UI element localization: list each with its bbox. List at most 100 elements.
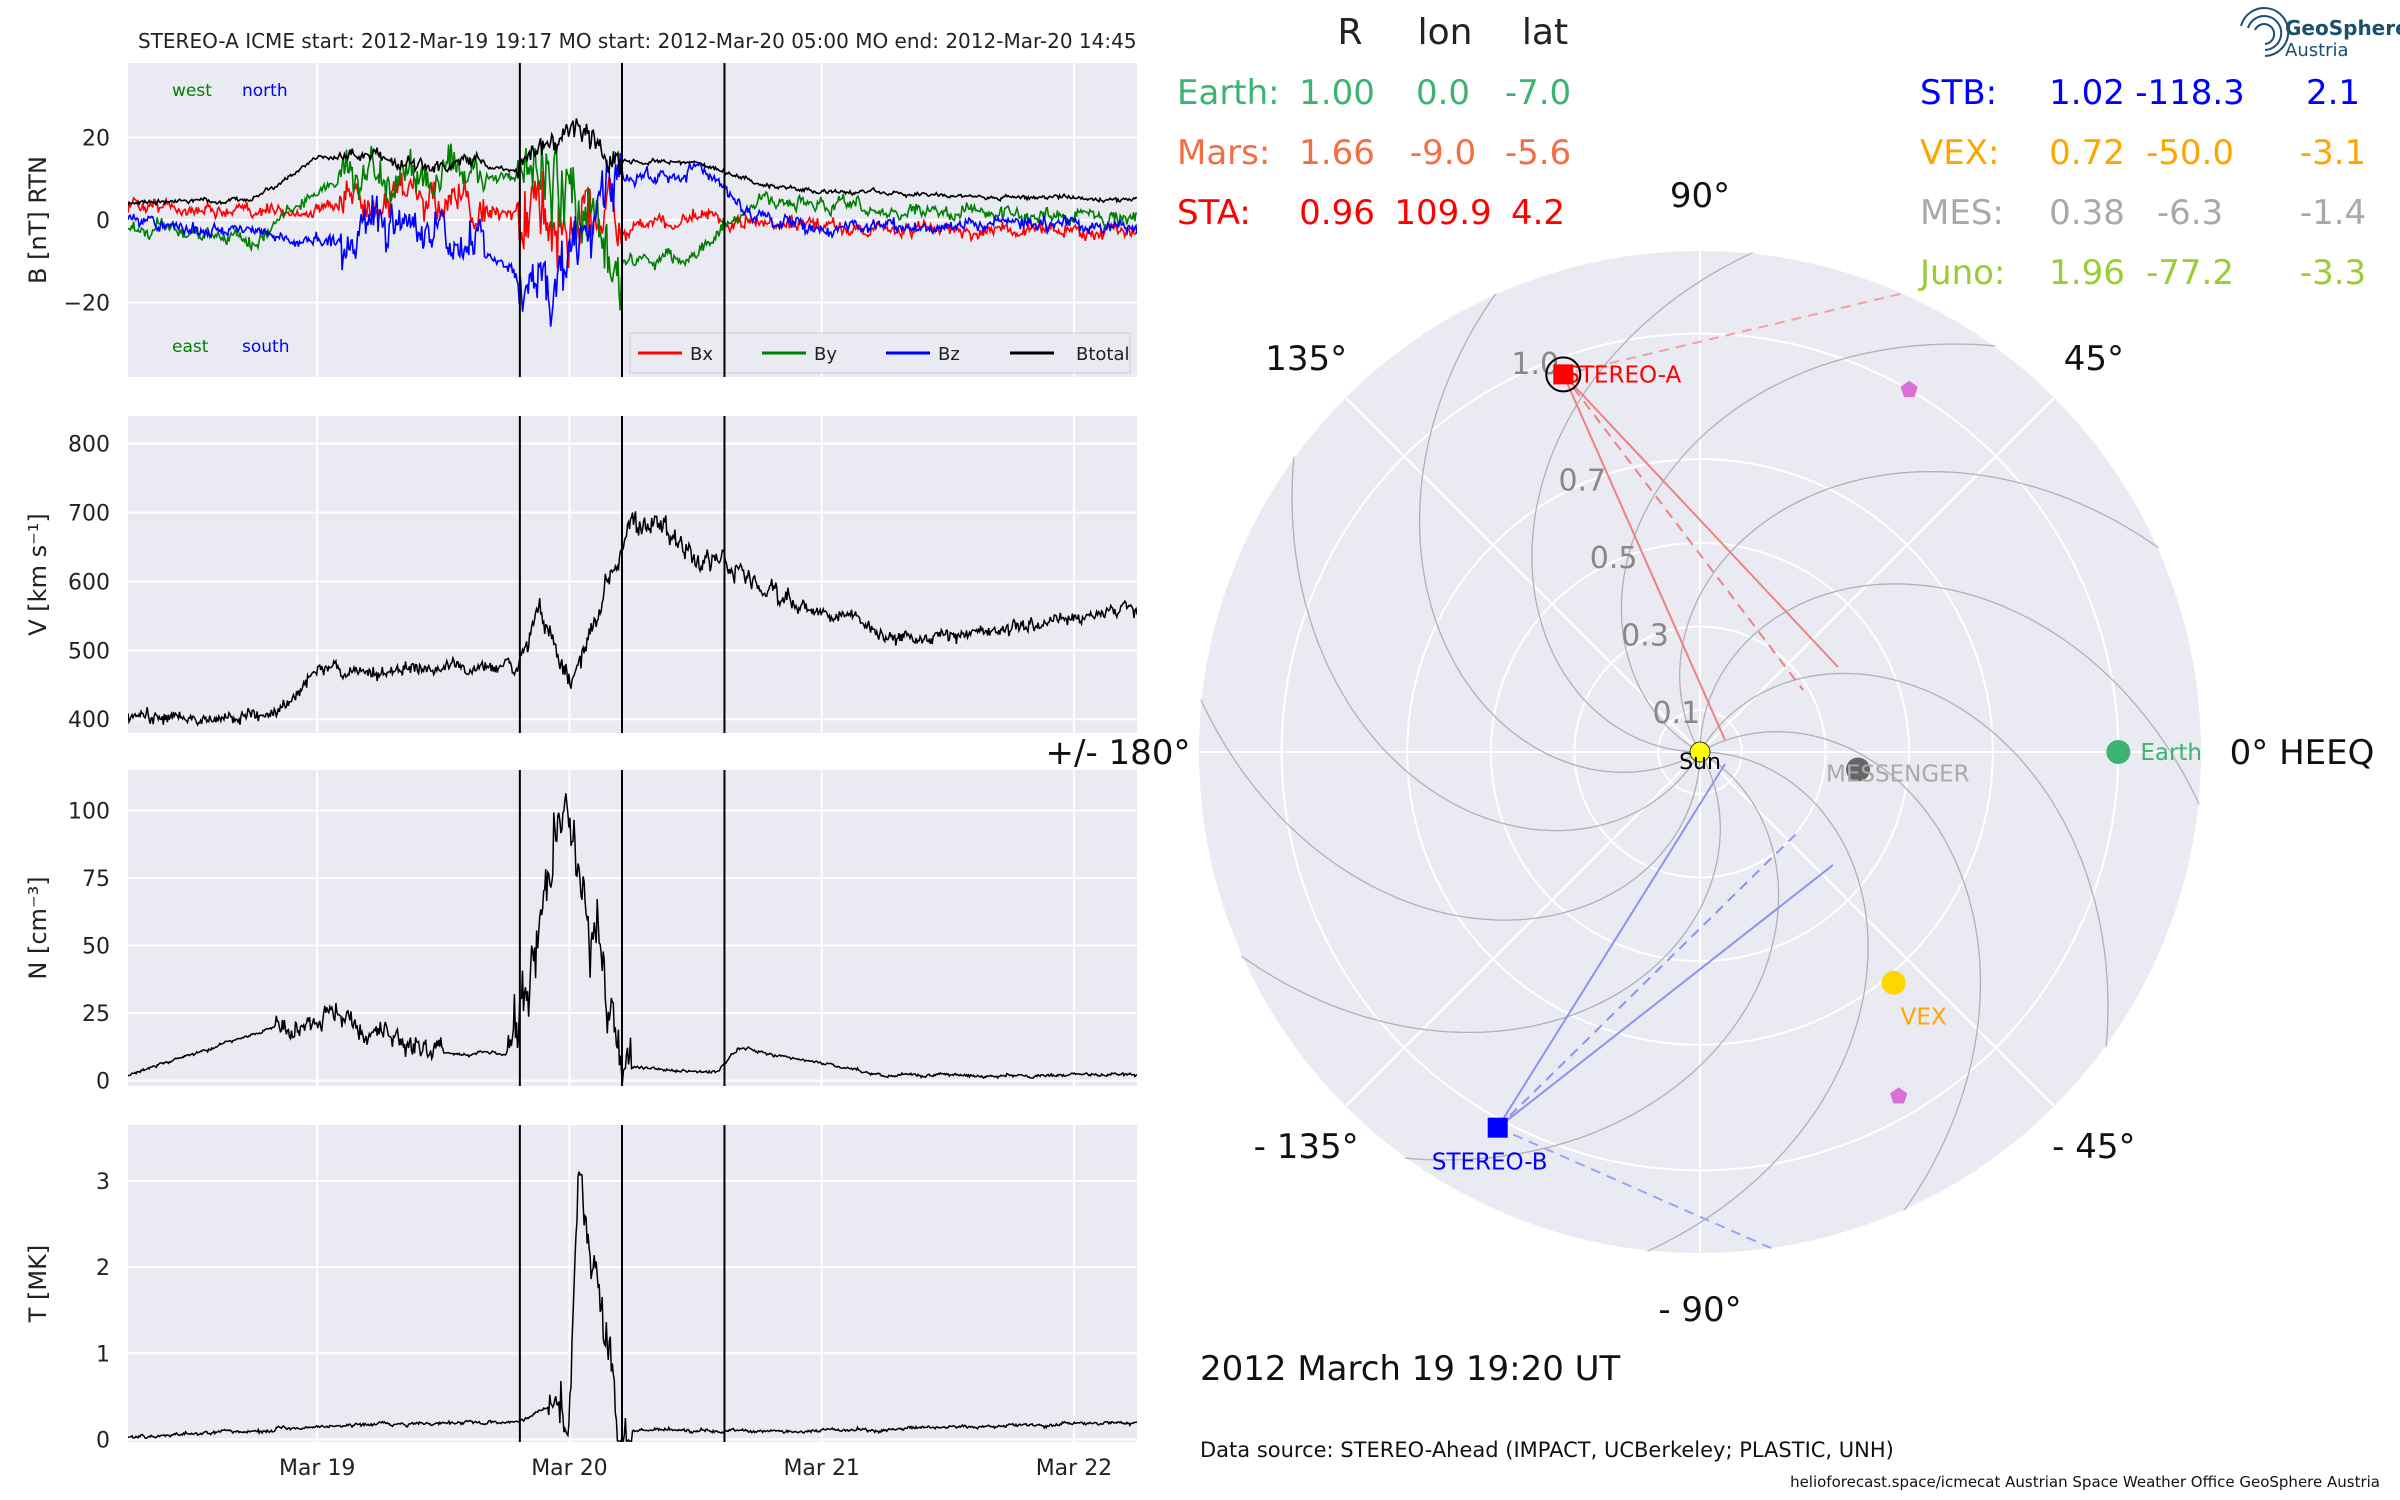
pentagon-marker	[1900, 380, 1918, 397]
r-tick-label: 1.0	[1511, 347, 1559, 382]
series-line-bz	[128, 152, 1137, 327]
angular-gridline	[1344, 396, 1701, 753]
earth-marker	[2106, 740, 2131, 764]
logo-line2: Austria	[2285, 40, 2349, 61]
spiral-line	[1531, 250, 1849, 753]
panel-header: STEREO-A ICME start: 2012-Mar-19 19:17 M…	[138, 29, 1137, 53]
logo-line1: GeoSphere	[2285, 16, 2400, 40]
position-name: MES:	[1920, 193, 2004, 233]
vex-label: VEX	[1901, 1005, 1947, 1031]
gridlines	[128, 416, 1137, 733]
sta-ring	[1545, 356, 1582, 393]
position-r: 1.02	[2049, 73, 2125, 113]
stb-label: STEREO-B	[1432, 1150, 1548, 1176]
y-tick-label: 75	[82, 867, 110, 892]
spiral-line	[1707, 731, 1982, 1254]
y-axis-label: V [km s⁻¹]	[24, 513, 52, 635]
series-line-btotal	[128, 118, 1137, 207]
y-tick-label: 0	[96, 209, 110, 234]
y-tick-label: 2	[96, 1256, 110, 1281]
position-name: VEX:	[1920, 133, 2000, 173]
position-lon: -50.0	[2146, 133, 2234, 173]
earth-label: Earth	[2140, 740, 2202, 766]
position-lat: -7.0	[1505, 73, 1571, 113]
x-tick-label: Mar 22	[1036, 1456, 1113, 1481]
position-lon: 109.9	[1394, 193, 1491, 233]
sun-label: Sun	[1679, 750, 1721, 775]
panel-magnetic_field: −20 0 20 west north east south Bx By Bz Btotal B [n…	[24, 63, 1137, 377]
position-lon: -118.3	[2135, 73, 2245, 113]
series-line-bx	[128, 170, 1137, 269]
angular-gridline	[1699, 396, 2056, 753]
gridlines	[128, 63, 1137, 377]
spiral-line	[1198, 603, 1701, 921]
legend-label-bz: Bz	[938, 344, 960, 365]
x-tick-label: Mar 21	[783, 1456, 860, 1481]
logo-swirl-icon	[2240, 7, 2290, 57]
position-r: 1.00	[1299, 73, 1375, 113]
legend: Bx By Bz Btotal	[629, 332, 1131, 374]
credit-label: helioforecast.space/icmecat Austrian Spa…	[1790, 1473, 2380, 1491]
y-axis-label: T [MK]	[24, 1245, 52, 1323]
x-tick-label: Mar 19	[279, 1456, 356, 1481]
y-tick-label: −20	[64, 292, 110, 317]
r-tick-label: 0.7	[1558, 463, 1606, 498]
date-label: 2012 March 19 19:20 UT	[1200, 1349, 1621, 1389]
y-axis-label: B [nT] RTN	[24, 156, 52, 284]
position-lat: -3.1	[2300, 133, 2366, 173]
sta-line	[1562, 373, 1839, 668]
legend-label-bx: Bx	[690, 344, 713, 365]
angle-tick-label: 135°	[1265, 339, 1347, 379]
angle-tick-label: +/- 180°	[1046, 733, 1191, 773]
position-name: Mars:	[1177, 133, 1270, 173]
stb-line	[1496, 763, 1726, 1129]
sta-line	[1562, 373, 1726, 741]
position-r: 0.72	[2049, 133, 2125, 173]
position-r: 1.66	[1299, 133, 1375, 173]
position-r: 0.38	[2049, 193, 2125, 233]
y-tick-label: 50	[82, 935, 110, 960]
stb-dashed-line	[1497, 1126, 1781, 1253]
series-line-by	[128, 143, 1137, 311]
y-axis-label: N [cm⁻³]	[24, 876, 52, 979]
sta-dashed-line	[1562, 373, 1804, 691]
panel-temperature: 0 1 2 3 T [MK]	[24, 1125, 1137, 1453]
annotation-south: south	[242, 337, 289, 357]
y-tick-label: 100	[68, 800, 110, 825]
angle-tick-label: - 135°	[1254, 1127, 1359, 1167]
position-lon: -9.0	[1410, 133, 1476, 173]
spiral-line	[1305, 755, 1780, 1161]
y-tick-label: 600	[68, 570, 110, 595]
legend-label-by: By	[814, 344, 837, 365]
position-lon: -77.2	[2146, 253, 2234, 293]
position-r: 0.96	[1299, 193, 1375, 233]
position-lat: 2.1	[2306, 73, 2360, 113]
sta-label: STEREO-A	[1565, 362, 1681, 388]
vex-marker	[1881, 970, 1906, 995]
series-line	[128, 793, 1137, 1084]
position-lon: 0.0	[1416, 73, 1470, 113]
stb-dashed-line	[1497, 831, 1799, 1129]
y-tick-label: 3	[96, 1170, 110, 1195]
angle-tick-label: 45°	[2064, 339, 2124, 379]
position-lat: -5.6	[1505, 133, 1571, 173]
y-tick-label: 25	[82, 1002, 110, 1027]
series-line	[128, 511, 1137, 727]
position-name: STB:	[1920, 73, 1997, 113]
position-table: R lon lat Earth: 1.00 0.0 -7.0 Mars: 1.66 -9.0…	[1177, 12, 2366, 293]
pentagon-marker	[1890, 1087, 1908, 1104]
y-tick-label: 1	[96, 1342, 110, 1367]
spiral-line	[1198, 759, 1721, 1034]
y-tick-label: 500	[68, 639, 110, 664]
table-header-lon: lon	[1418, 12, 1473, 53]
y-tick-label: 0	[96, 1070, 110, 1095]
table-header-r: R	[1337, 12, 1362, 53]
y-tick-label: 0	[96, 1428, 110, 1453]
annotation-east: east	[172, 337, 209, 357]
series-line	[128, 1171, 1137, 1442]
spacecraft-view-lines	[1496, 281, 1951, 1253]
angular-gridline	[1699, 751, 2056, 1108]
sta-marker	[1553, 364, 1574, 385]
spiral-line	[1291, 357, 1697, 832]
